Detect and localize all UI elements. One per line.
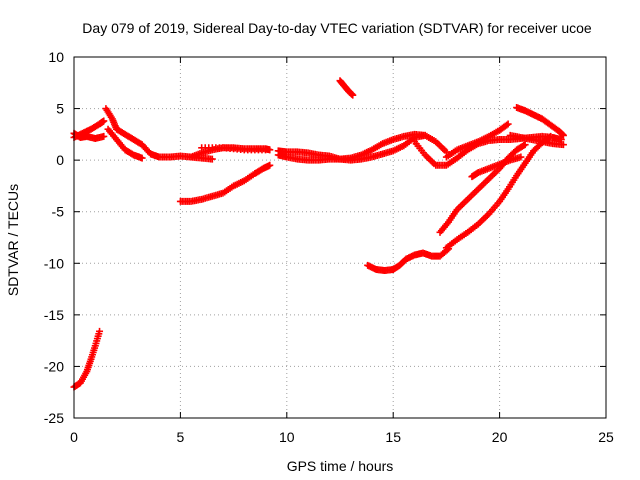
data-point (421, 131, 429, 139)
data-point (208, 155, 216, 163)
plot-frame (73, 56, 607, 419)
y-tick-label: 5 (56, 101, 64, 117)
x-tick-label: 5 (177, 429, 185, 445)
x-tick-label: 15 (385, 429, 401, 445)
series-arc-14 (513, 104, 567, 139)
y-tick-label: 0 (56, 152, 64, 168)
data-series (70, 77, 567, 391)
y-axis-label: SDTVAR / TECUs (5, 184, 21, 296)
series-arc-16 (364, 245, 453, 275)
series-arc-18 (436, 141, 529, 236)
y-tick-label: 10 (48, 49, 64, 65)
x-tick-label: 20 (492, 429, 508, 445)
y-tick-label: -15 (44, 307, 64, 323)
y-tick-label: -5 (52, 204, 65, 220)
series-arc-5 (176, 161, 274, 205)
data-point (520, 142, 528, 150)
y-tick-label: -20 (44, 358, 64, 374)
x-tick-label: 10 (279, 429, 295, 445)
series-arc-7 (198, 144, 270, 154)
series-arc-13 (442, 120, 512, 161)
series-arc-11 (336, 77, 357, 99)
series-arc-10 (274, 130, 429, 163)
data-point (503, 121, 511, 129)
x-tick-label: 25 (598, 429, 614, 445)
data-point (266, 161, 274, 169)
data-point (545, 133, 553, 141)
data-point (100, 117, 108, 125)
data-point (100, 132, 108, 140)
y-tick-label: -25 (44, 410, 64, 426)
series-arc-4 (104, 125, 146, 162)
y-tick-label: -10 (44, 255, 64, 271)
series-arc-19 (468, 153, 525, 181)
data-point (262, 146, 270, 154)
series-arc-8 (70, 327, 104, 391)
data-point (547, 132, 555, 140)
data-point (138, 154, 146, 162)
data-point (504, 120, 512, 128)
chart-title: Day 079 of 2019, Sidereal Day-to-day VTE… (82, 20, 592, 36)
data-point (349, 91, 357, 99)
data-point (559, 131, 567, 139)
x-axis-label: GPS time / hours (287, 458, 394, 474)
data-point (517, 153, 525, 161)
series-arc-3 (102, 105, 216, 163)
series-arc-17 (442, 132, 555, 252)
data-point (521, 141, 529, 149)
data-point (559, 141, 567, 149)
data-point (96, 327, 104, 335)
axis-ticks: 0 5 10 15 20 25 -25 -20 -15 -10 -5 0 5 10 (44, 49, 614, 445)
x-tick-label: 0 (70, 429, 78, 445)
